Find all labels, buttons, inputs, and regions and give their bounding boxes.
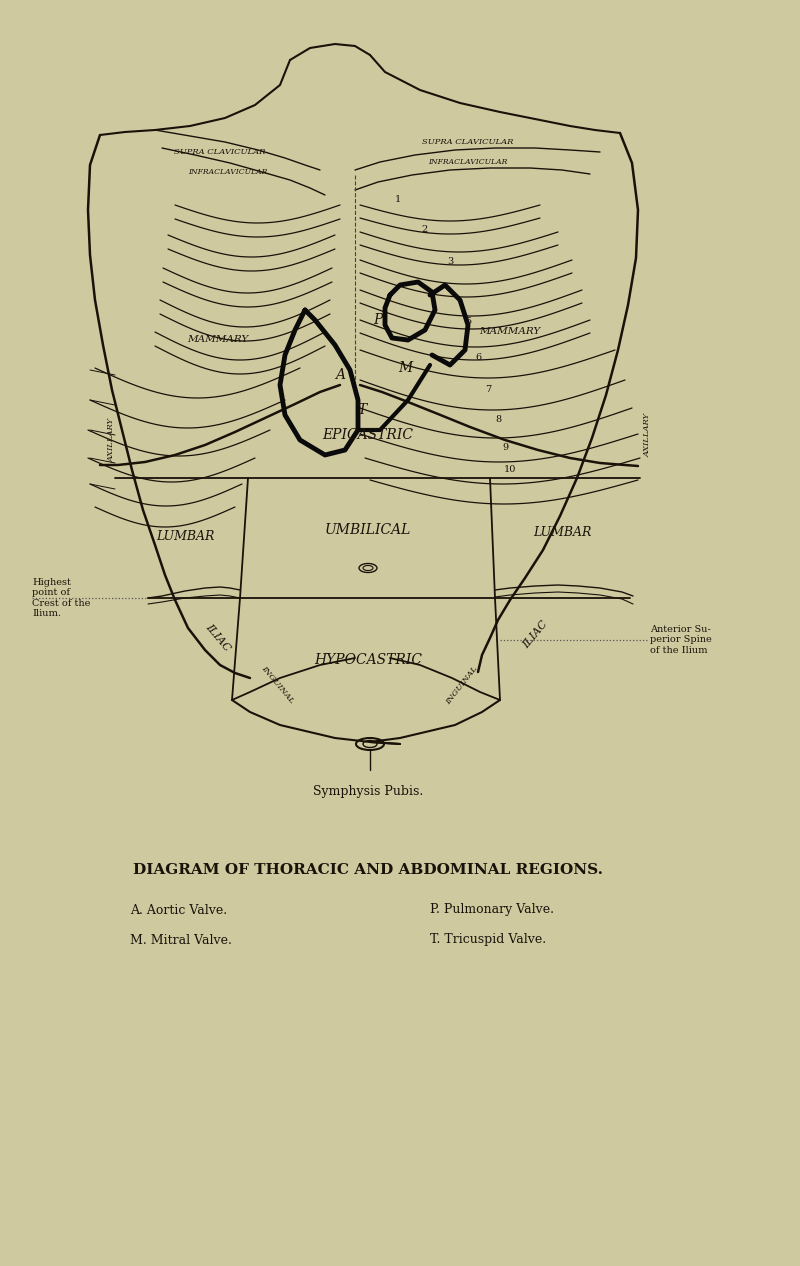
Text: INGUINAL: INGUINAL (445, 665, 479, 706)
Text: 9: 9 (502, 443, 508, 452)
Text: 5: 5 (465, 318, 471, 327)
Text: INGUINAL: INGUINAL (260, 665, 296, 705)
Text: MAMMARY: MAMMARY (479, 328, 541, 337)
Text: Highest
point of
Crest of the
Ilium.: Highest point of Crest of the Ilium. (32, 577, 90, 618)
Text: Symphysis Pubis.: Symphysis Pubis. (313, 785, 423, 799)
Text: M. Mitral Valve.: M. Mitral Valve. (130, 933, 232, 947)
Text: 6: 6 (475, 353, 481, 362)
Text: M: M (398, 361, 412, 375)
Text: P: P (374, 313, 382, 327)
Text: DIAGRAM OF THORACIC AND ABDOMINAL REGIONS.: DIAGRAM OF THORACIC AND ABDOMINAL REGION… (133, 863, 603, 877)
Text: 3: 3 (447, 257, 453, 267)
Text: 10: 10 (504, 466, 516, 475)
Text: 1: 1 (395, 195, 401, 205)
Text: LUMBAR: LUMBAR (156, 529, 214, 543)
Text: SUPRA CLAVICULAR: SUPRA CLAVICULAR (174, 148, 266, 156)
Text: EPICASTRIC: EPICASTRIC (322, 428, 414, 442)
Text: AXILLARY: AXILLARY (644, 413, 652, 457)
Text: 2: 2 (422, 225, 428, 234)
Text: INFRACLAVICULAR: INFRACLAVICULAR (428, 158, 508, 166)
Text: ILIAC: ILIAC (521, 619, 550, 651)
Text: AXILLARY: AXILLARY (108, 418, 116, 462)
Text: HYPOCASTRIC: HYPOCASTRIC (314, 653, 422, 667)
Text: LUMBAR: LUMBAR (533, 525, 591, 538)
Text: T: T (358, 403, 366, 417)
Text: A. Aortic Valve.: A. Aortic Valve. (130, 904, 227, 917)
Text: UMBILICAL: UMBILICAL (325, 523, 411, 537)
Text: INFRACLAVICULAR: INFRACLAVICULAR (188, 168, 268, 176)
Text: 7: 7 (485, 386, 491, 395)
Text: MAMMARY: MAMMARY (187, 335, 249, 344)
Text: T. Tricuspid Valve.: T. Tricuspid Valve. (430, 933, 546, 947)
Text: A: A (335, 368, 345, 382)
Text: Anterior Su-
perior Spine
of the Ilium: Anterior Su- perior Spine of the Ilium (650, 625, 712, 655)
Text: ILIAC: ILIAC (204, 623, 232, 653)
Text: 8: 8 (495, 415, 501, 424)
Text: SUPRA CLAVICULAR: SUPRA CLAVICULAR (422, 138, 514, 146)
Text: P. Pulmonary Valve.: P. Pulmonary Valve. (430, 904, 554, 917)
